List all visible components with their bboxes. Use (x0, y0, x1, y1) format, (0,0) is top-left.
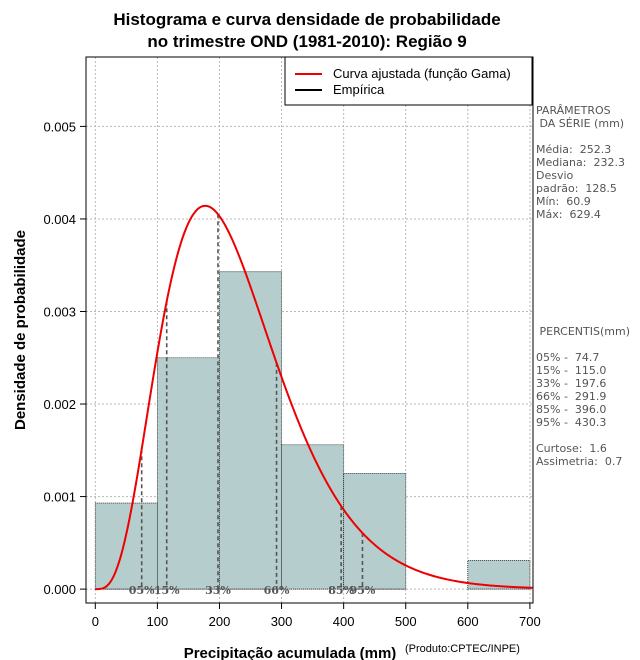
percentile-marker-label: 33% (205, 584, 231, 597)
legend-box (284, 56, 533, 106)
x-tick-label: 300 (271, 614, 293, 629)
x-tick-label: 0 (92, 614, 99, 629)
chart-title-line-2: no trimestre OND (1981-2010): Região 9 (147, 32, 466, 51)
percentile-markers: 05% 15% 33% 66% 85%95% (129, 214, 376, 597)
percentile-15: 15% - 115.0 (536, 364, 607, 377)
histogram-bar (281, 444, 345, 590)
percentile-marker-label: 15% (154, 584, 180, 597)
x-tick-label: 600 (457, 614, 479, 629)
legend-label-fit: Curva ajustada (função Gama) (333, 66, 511, 81)
percentile-33: 33% - 197.6 (536, 377, 607, 390)
params-title-2: DA SÉRIE (mm) (536, 117, 625, 130)
y-axis-label: Densidade de probabilidade (12, 230, 29, 430)
stat-kurtosis: Curtose: 1.6 (536, 442, 607, 455)
percentile-marker-label: 95% (350, 584, 376, 597)
y-axis: 0.000 0.001 0.002 0.003 0.004 0.005 (43, 119, 86, 597)
x-axis: 0 100 200 300 400 500 600 700 (92, 603, 541, 629)
x-axis-label: Precipitação acumulada (mm) (184, 645, 397, 660)
param-mean: Média: 252.3 (536, 143, 612, 156)
series-parameters-panel: PARÂMETROS DA SÉRIE (mm) Média: 252.3 Me… (536, 104, 625, 221)
params-title-1: PARÂMETROS (536, 104, 611, 117)
histogram-bar (219, 271, 282, 590)
credit-label: (Produto:CPTEC/INPE) (405, 643, 520, 655)
histogram-bar (156, 357, 220, 590)
histogram-bar (343, 473, 407, 590)
param-median: Mediana: 232.3 (536, 156, 625, 169)
x-tick-label: 700 (519, 614, 541, 629)
x-tick-label: 500 (395, 614, 417, 629)
param-stddev: padrão: 128.5 (536, 182, 617, 195)
y-tick-label: 0.000 (43, 582, 76, 597)
stat-skewness: Assimetria: 0.7 (536, 455, 623, 468)
x-tick-label: 200 (209, 614, 231, 629)
param-min: Mín: 60.9 (536, 195, 591, 208)
histogram-bars (94, 271, 531, 590)
y-tick-label: 0.001 (43, 490, 76, 505)
param-max: Máx: 629.4 (536, 208, 601, 221)
percentis-title: PERCENTIS(mm) (536, 325, 630, 338)
legend: Curva ajustada (função Gama) Empírica (284, 56, 533, 106)
percentile-05: 05% - 74.7 (536, 351, 600, 364)
histogram-bar (94, 502, 158, 590)
legend-label-empirical: Empírica (333, 82, 385, 97)
percentile-95: 95% - 430.3 (536, 416, 607, 429)
y-tick-label: 0.004 (43, 212, 76, 227)
gamma-curve (95, 204, 533, 591)
percentile-85: 85% - 396.0 (536, 403, 607, 416)
y-tick-label: 0.005 (43, 119, 76, 134)
percentile-66: 66% - 291.9 (536, 390, 607, 403)
percentile-marker-label: 05% (129, 584, 155, 597)
param-stddev-label: Desvio (536, 169, 574, 182)
chart-title-line-1: Histograma e curva densidade de probabil… (113, 10, 500, 29)
y-tick-label: 0.003 (43, 304, 76, 319)
percentile-marker-label: 66% (264, 584, 290, 597)
x-tick-label: 100 (147, 614, 169, 629)
x-tick-label: 400 (333, 614, 355, 629)
percentile-marker-label: 85% (328, 584, 354, 597)
y-tick-label: 0.002 (43, 397, 76, 412)
percentiles-panel: PERCENTIS(mm) 05% - 74.7 15% - 115.0 33%… (536, 325, 630, 468)
